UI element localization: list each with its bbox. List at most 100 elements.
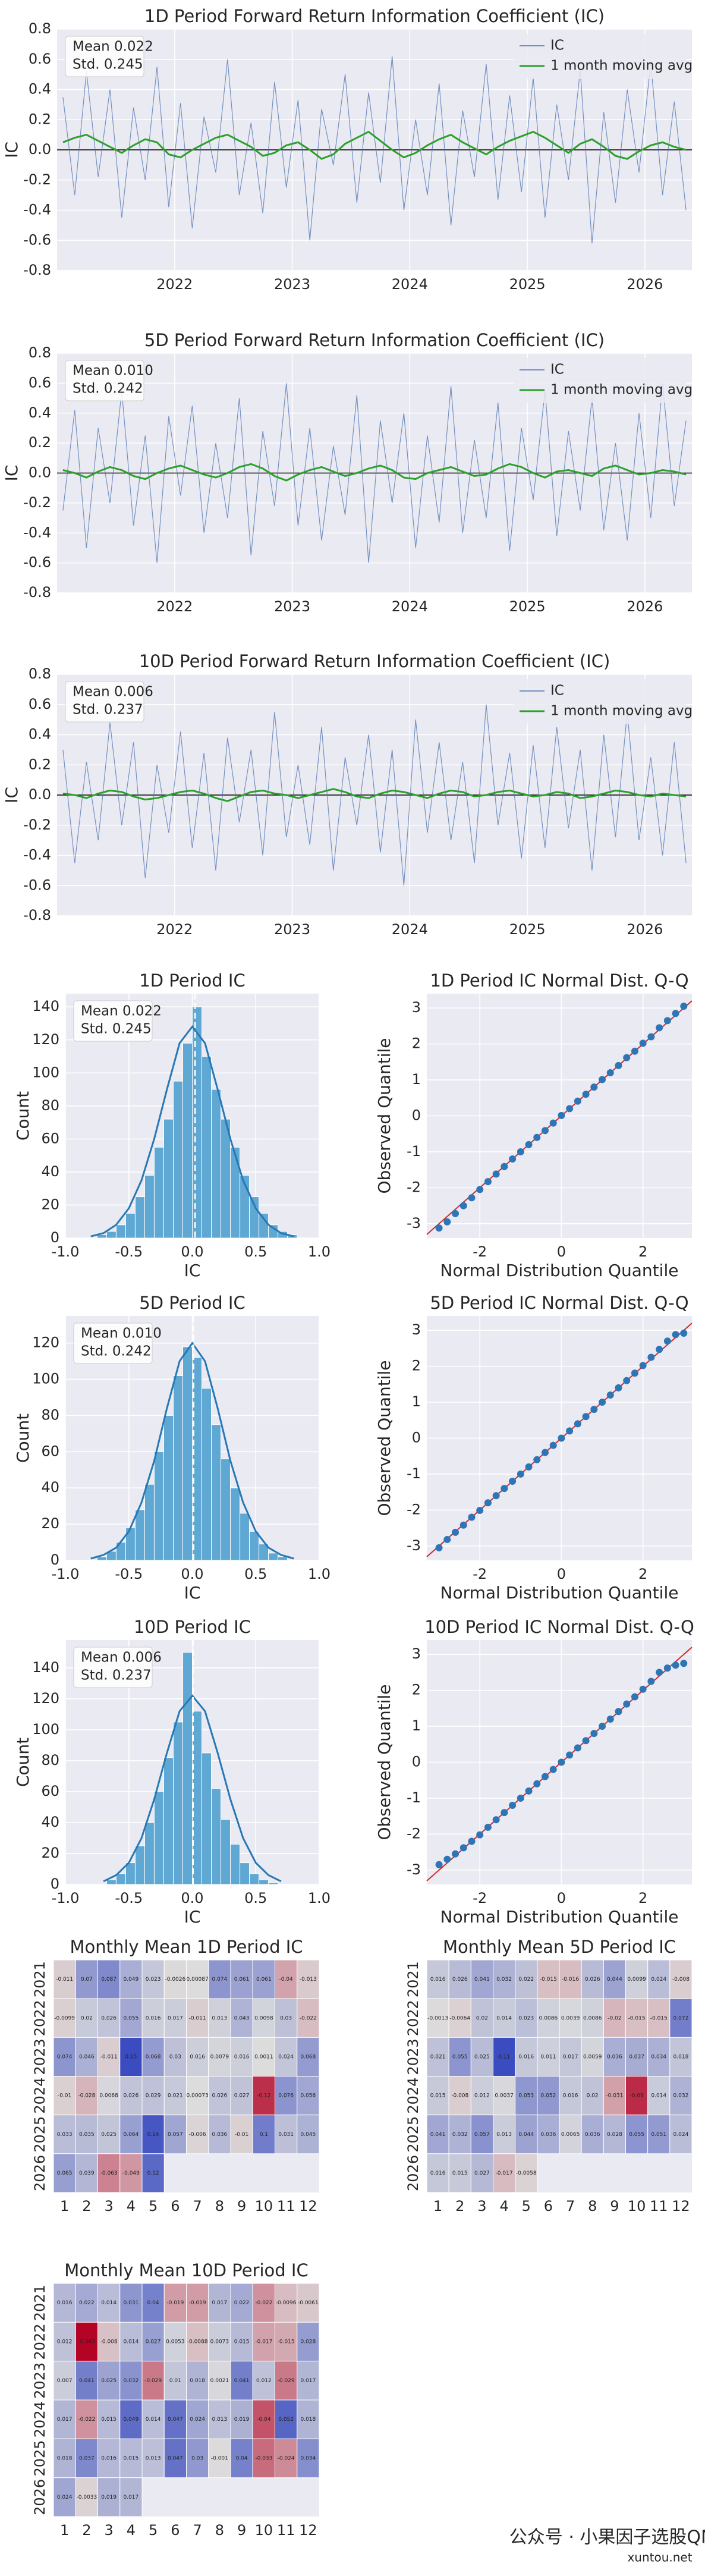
heatmap-cell [141, 2153, 165, 2193]
heatmap-cell [186, 1959, 209, 1999]
y-tick-label: 0.6 [29, 374, 51, 391]
column-label: 3 [477, 2198, 486, 2214]
cell-label: 0.017 [563, 2054, 578, 2060]
heatmap-cell [230, 2037, 253, 2076]
column-label: 5 [149, 2522, 158, 2539]
cell-label: 0.0073 [210, 2339, 229, 2345]
y-tick-label: 140 [32, 1659, 59, 1676]
heatmap-cell [581, 2076, 604, 2116]
cell-label: 0.034 [651, 2054, 666, 2060]
column-label: 4 [127, 2198, 136, 2214]
row-label: 2023 [405, 2038, 421, 2075]
chart-title: 1D Period IC [139, 970, 245, 991]
histogram-bar [182, 1042, 193, 1239]
column-label: 12 [299, 2198, 317, 2214]
qq-point [623, 1700, 631, 1708]
cell-label: -0.01 [58, 2093, 71, 2099]
heatmap-cell [275, 2115, 298, 2154]
legend-label: 1 month moving avg [550, 382, 693, 398]
cell-label: 0.026 [585, 1977, 600, 1983]
heatmap-cell [97, 2477, 121, 2517]
cell-label: 0.019 [234, 2417, 250, 2423]
column-label: 5 [522, 2198, 531, 2214]
heatmap-cell [119, 2361, 143, 2401]
y-tick-label: -0.8 [23, 262, 51, 278]
histogram-bar [144, 1822, 155, 1885]
cell-label: -0.028 [78, 2093, 95, 2099]
column-label: 12 [299, 2522, 317, 2539]
cell-label: 0.016 [430, 2170, 446, 2176]
y-axis-label: Count [13, 1738, 33, 1787]
heatmap-cell [186, 2361, 209, 2401]
qq-point [615, 1384, 622, 1391]
cell-label: 0.036 [212, 2132, 227, 2138]
heatmap-cell [141, 1998, 165, 2038]
heatmap-cell [537, 1959, 560, 1999]
cell-label: -0.015 [650, 2015, 668, 2021]
heatmap-cell [208, 2438, 231, 2478]
cell-label: 0.0039 [561, 2015, 580, 2021]
qq-point [639, 1362, 647, 1369]
qq-point [435, 1544, 443, 1551]
legend-label: 1 month moving avg [550, 58, 693, 74]
cell-label: -0.017 [496, 2170, 513, 2176]
histogram-bar [259, 1212, 269, 1239]
chart-title: 10D Period IC [134, 1617, 251, 1637]
qq-point [656, 1346, 663, 1353]
column-label: 8 [588, 2198, 597, 2214]
column-label: 9 [237, 2198, 246, 2214]
histogram-bar [202, 1056, 212, 1239]
histogram-bar [211, 1089, 222, 1239]
cell-label: 0.018 [190, 2378, 205, 2384]
cell-label: -0.0026 [165, 1977, 186, 1983]
cell-label: 0.0053 [166, 2339, 185, 2345]
heatmap-cell [163, 2076, 187, 2116]
cell-label: 0.021 [168, 2093, 183, 2099]
cell-label: 0.014 [651, 2093, 666, 2099]
heatmap-cell [448, 2153, 471, 2193]
y-tick-label: 1 [412, 1717, 421, 1734]
heatmap-cell [297, 2283, 320, 2323]
cell-label: 0.0079 [210, 2054, 229, 2060]
x-tick-label: -0.5 [115, 1566, 143, 1582]
y-tick-label: -0.6 [23, 231, 51, 248]
x-tick-label: -1.0 [52, 1243, 80, 1260]
cell-label: 0.02 [476, 2015, 488, 2021]
heatmap-cell [426, 2153, 449, 2193]
heatmap-cell [230, 2361, 253, 2401]
x-tick-label: 0 [557, 1890, 566, 1906]
qq-point [525, 1141, 533, 1148]
qq-point [452, 1850, 459, 1858]
x-tick-label: -2 [473, 1243, 487, 1260]
cell-label: 0.012 [256, 2378, 272, 2384]
y-tick-label: 40 [41, 1163, 59, 1180]
histogram-bar [221, 1459, 231, 1561]
heatmap-cell [669, 2037, 693, 2076]
cell-label: 0.031 [278, 2132, 294, 2138]
heatmap-cell [119, 2153, 143, 2193]
row-label: 2024 [32, 2401, 48, 2437]
qq-point [680, 1660, 688, 1667]
qq-point [582, 1413, 590, 1421]
qq-point [590, 1406, 598, 1413]
cell-label: 0.029 [146, 2093, 161, 2099]
qq-point [623, 1377, 631, 1384]
qq-point [574, 1744, 581, 1752]
qq-point [533, 1456, 541, 1463]
column-label: 2 [455, 2198, 464, 2214]
cell-label: -0.0096 [276, 2300, 297, 2306]
heatmap-cell [252, 2399, 275, 2439]
histogram-bar [172, 1080, 183, 1239]
x-tick-label: 1.0 [308, 1243, 331, 1260]
heatmap-cell [186, 2438, 209, 2478]
qq-point [541, 1127, 549, 1135]
cell-label: 0.026 [123, 2093, 139, 2099]
y-tick-label: -2 [407, 1501, 421, 1518]
y-tick-label: 0.8 [29, 665, 51, 682]
cell-label: 0.036 [607, 2054, 622, 2060]
y-tick-label: -0.8 [23, 584, 51, 601]
cell-label: 0.064 [123, 2132, 139, 2138]
x-tick-label: 2024 [392, 276, 428, 293]
watermark-url: xuntou.net [627, 2550, 692, 2565]
qq-point [549, 1441, 557, 1449]
